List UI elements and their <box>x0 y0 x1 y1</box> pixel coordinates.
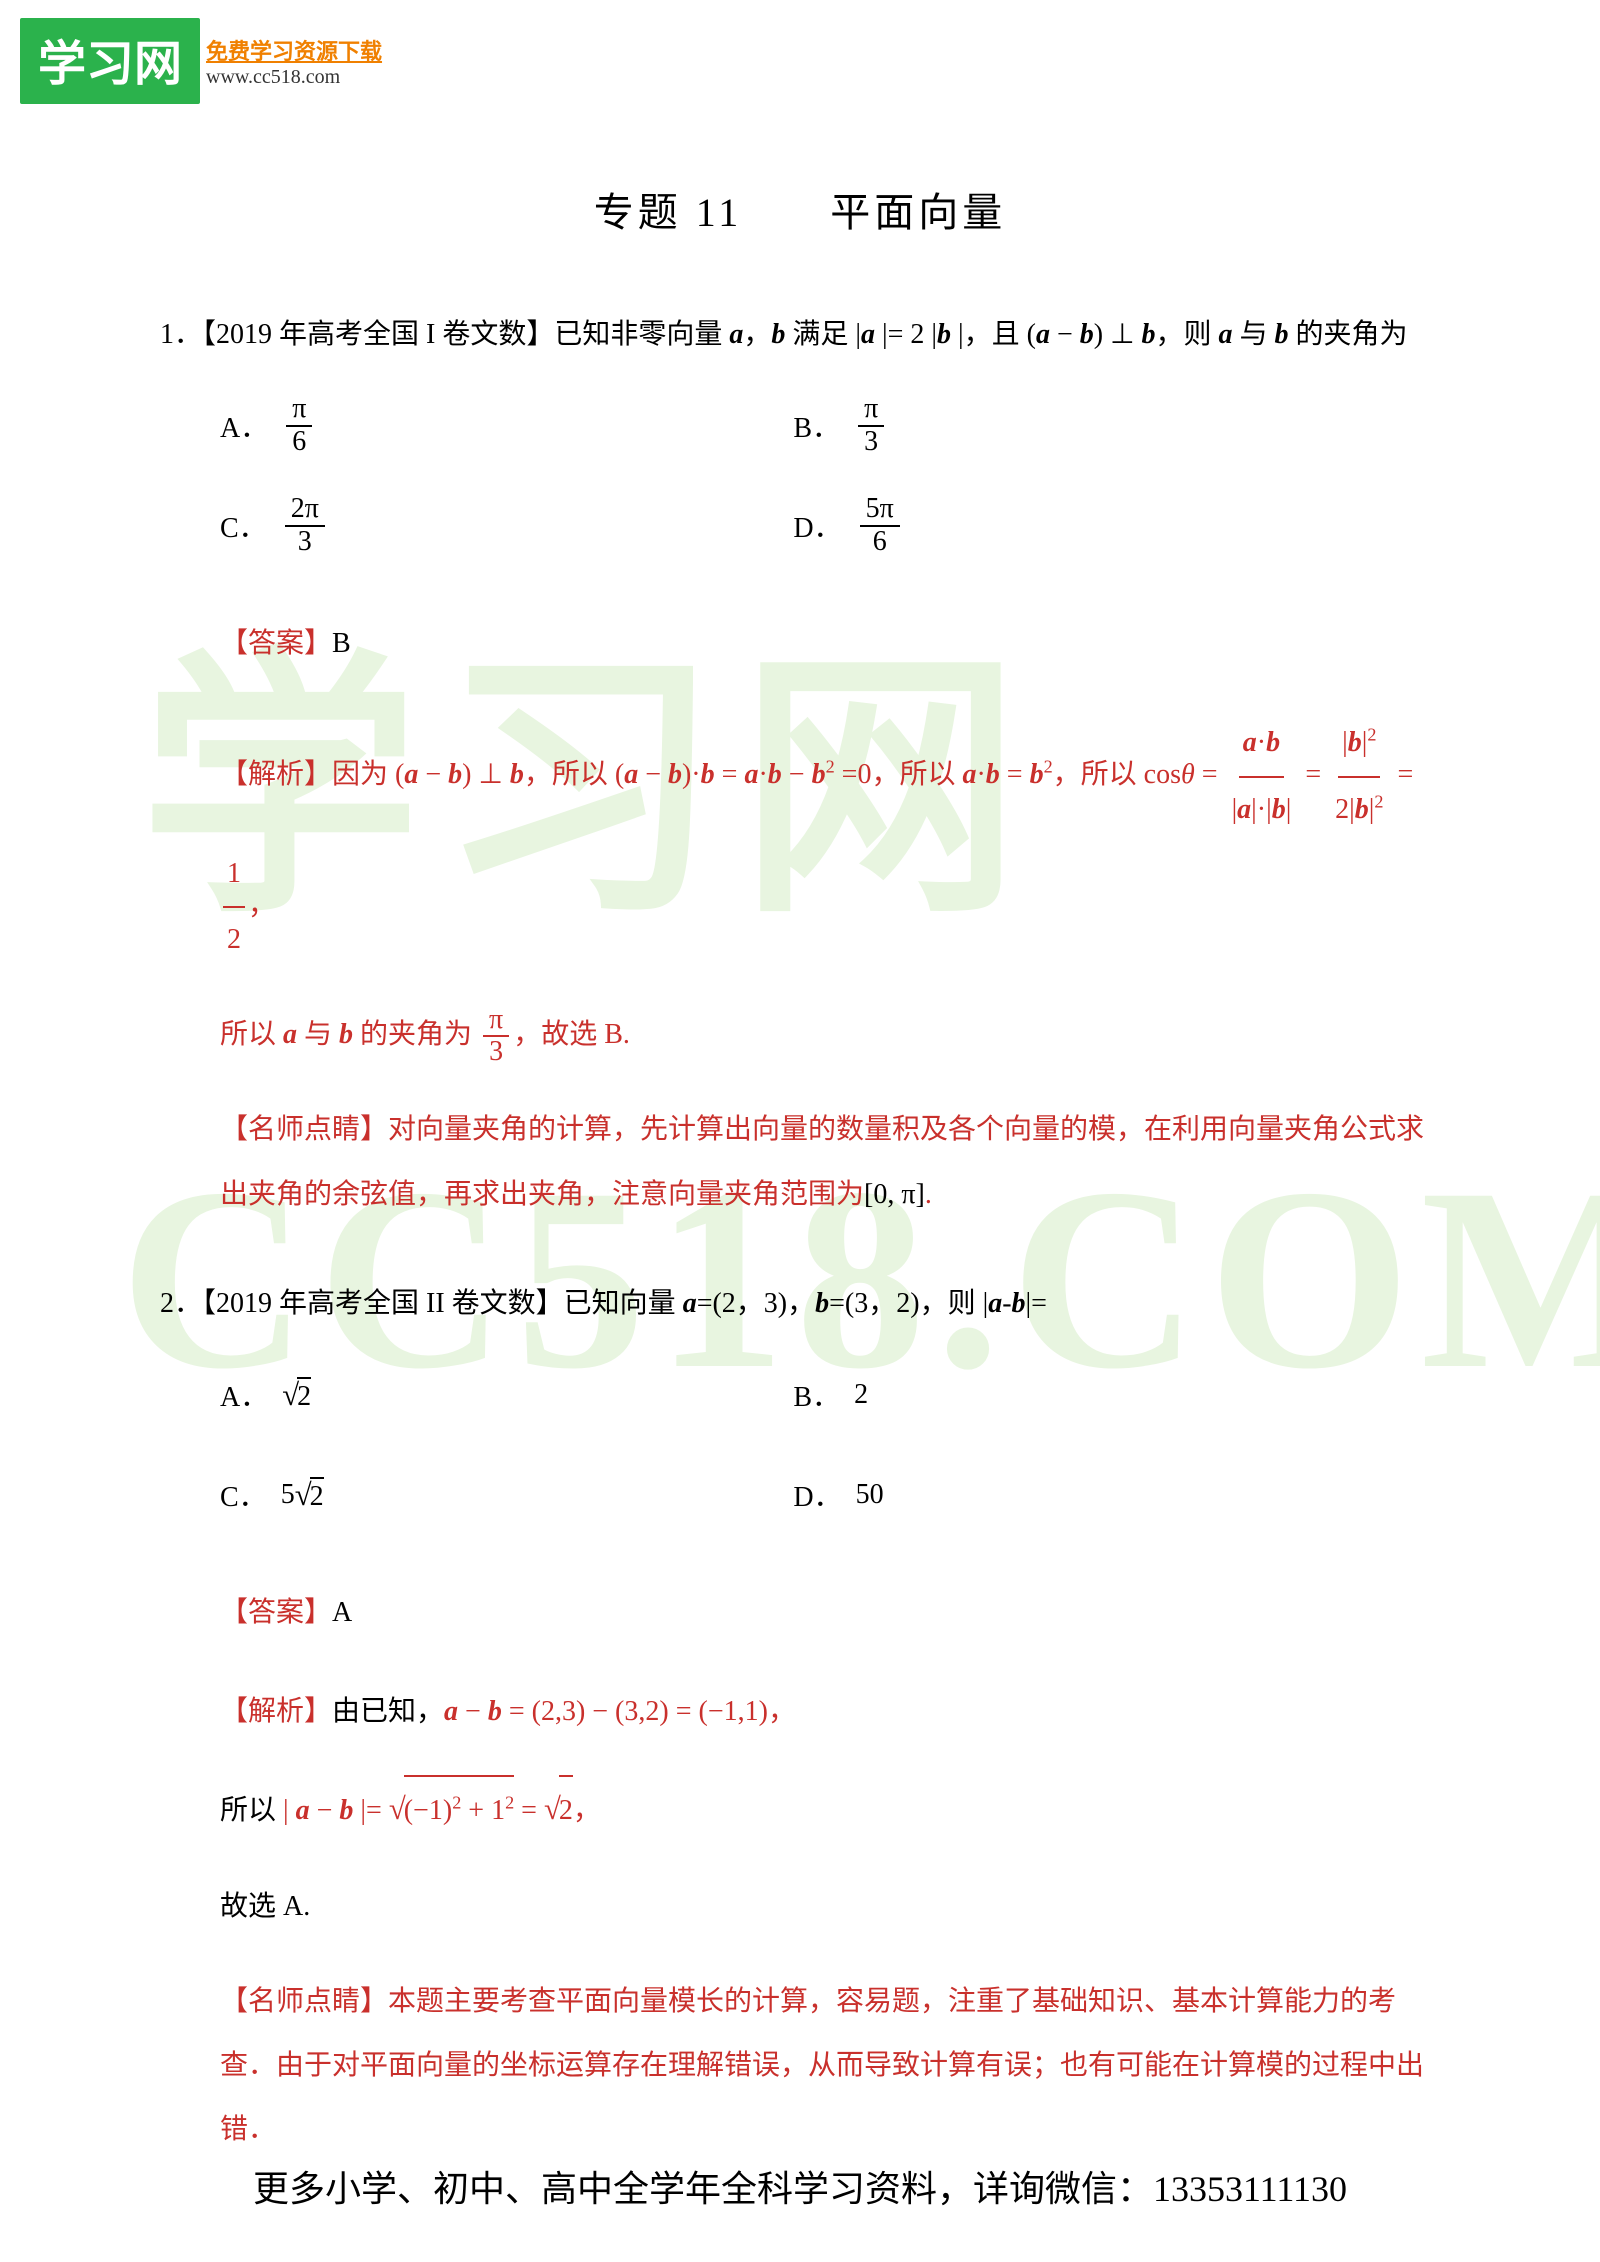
logo-text: 学习网 <box>20 18 200 104</box>
q2-explanation-2: 所以 | a − b |= (−1)2 + 12 = 2， <box>220 1774 1440 1845</box>
page-title: 专题 11 平面向量 <box>160 180 1440 238</box>
q2-option-c: C． 52 <box>220 1460 793 1530</box>
q2-tip: 【名师点睛】本题主要考查平面向量模长的计算，容易题，注重了基础知识、基本计算能力… <box>220 1970 1440 2163</box>
q2-option-d: D． 50 <box>793 1460 1366 1530</box>
document-content: 专题 11 平面向量 1．【2019 年高考全国 I 卷文数】已知非零向量 a，… <box>0 0 1600 2163</box>
q1-option-a: A． π6 <box>220 391 793 461</box>
q2-option-a: A． 2 <box>220 1360 793 1430</box>
q2-explanation-3: 故选 A. <box>220 1875 1440 1939</box>
q1-stem: 1．【2019 年高考全国 I 卷文数】已知非零向量 a，b 满足 |a |= … <box>160 308 1440 361</box>
q1-options: A． π6 B． π3 C． 2π3 D． 5π6 <box>220 391 1440 591</box>
q1-option-c: C． 2π3 <box>220 491 793 561</box>
q2-answer: 【答案】A <box>220 1590 1440 1630</box>
q2-explanation-1: 【解析】由已知，a − b = (2,3) − (3,2) = (−1,1)， <box>220 1680 1440 1744</box>
footer-text: 更多小学、初中、高中全学年全科学习资料，详询微信：13353111130 <box>0 2160 1600 2212</box>
site-logo: 学习网 免费学习资源下载 www.cc518.com <box>20 18 382 104</box>
q1-answer: 【答案】B <box>220 621 1440 661</box>
page-root: 学习网 CC518.COM 学习网 免费学习资源下载 www.cc518.com… <box>0 0 1600 2262</box>
q2-option-b: B． 2 <box>793 1360 1366 1430</box>
logo-subtitle: 免费学习资源下载 <box>206 34 382 66</box>
q2-stem: 2．【2019 年高考全国 II 卷文数】已知向量 a=(2，3)，b=(3，2… <box>160 1277 1440 1330</box>
q2-options: A． 2 B． 2 C． 52 D． 50 <box>220 1360 1440 1560</box>
q1-tip: 【名师点睛】对向量夹角的计算，先计算出向量的数量积及各个向量的模，在利用向量夹角… <box>220 1098 1440 1227</box>
q1-explanation: 【解析】因为 (a − b) ⊥ b，所以 (a − b)·b = a·b − … <box>220 711 1440 973</box>
q1-explanation-2: 所以 a 与 b 的夹角为 π3，故选 B. <box>220 1003 1440 1068</box>
q1-option-d: D． 5π6 <box>793 491 1366 561</box>
logo-url: www.cc518.com <box>206 66 382 89</box>
q1-option-b: B． π3 <box>793 391 1366 461</box>
